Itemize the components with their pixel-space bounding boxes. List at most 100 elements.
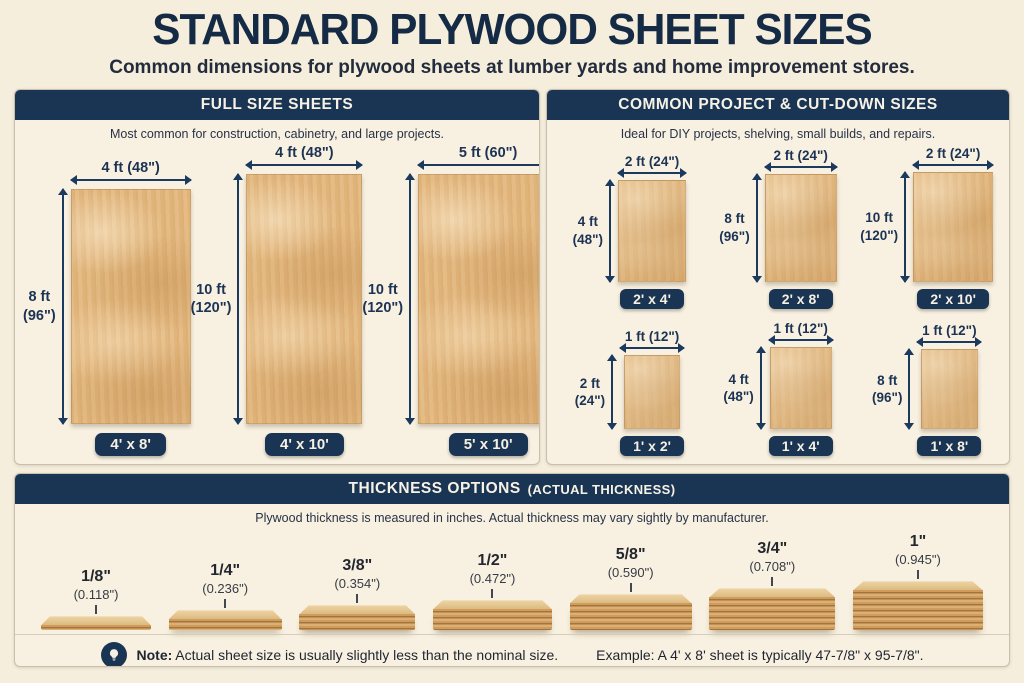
height-dimension: 4 ft (48") bbox=[723, 347, 768, 430]
height-label-ft: 8 ft bbox=[877, 372, 898, 388]
thickness-decimal: (0.472") bbox=[469, 571, 516, 587]
thickness-decimal: (0.236") bbox=[202, 581, 249, 597]
plywood-sheet-image bbox=[618, 179, 687, 282]
badge-row: 5' x 10' bbox=[448, 433, 528, 457]
height-label: 10 ft (120") bbox=[860, 209, 898, 244]
height-dimension: 8 ft (96") bbox=[872, 349, 917, 430]
full-size-panel-title: FULL SIZE SHEETS bbox=[15, 90, 539, 121]
project-sizes-panel: COMMON PROJECT & CUT-DOWN SIZES Ideal fo… bbox=[546, 89, 1010, 466]
height-label-in: (96") bbox=[23, 307, 56, 324]
example-text: Example: A 4' x 8' sheet is typically 47… bbox=[596, 647, 924, 664]
height-label-in: (96") bbox=[872, 390, 903, 406]
pointer-tick bbox=[224, 599, 227, 609]
width-label: 1 ft (12") bbox=[624, 329, 680, 345]
sheet-figure-1x8: 1 ft (12") 8 ft (96") 1' x 8' bbox=[872, 323, 982, 457]
pointer-tick bbox=[771, 577, 774, 587]
full-size-panel-description: Most common for construction, cabinetry,… bbox=[110, 127, 444, 142]
width-arrow-icon bbox=[246, 164, 363, 167]
thickness-decimal: (0.354") bbox=[334, 576, 381, 592]
height-arrow-icon bbox=[61, 189, 64, 425]
width-label: 5 ft (60") bbox=[458, 145, 518, 162]
size-badge: 2' x 10' bbox=[917, 288, 989, 309]
width-dimension: 4 ft (48") bbox=[246, 145, 363, 174]
width-arrow-icon bbox=[418, 164, 539, 167]
plywood-slab-image bbox=[432, 600, 552, 631]
height-arrow-icon bbox=[904, 171, 907, 282]
height-arrow-icon bbox=[409, 174, 412, 425]
thickness-decimal: (0.590") bbox=[607, 565, 654, 581]
thickness-decimal: (0.118") bbox=[73, 587, 119, 603]
width-dimension: 1 ft (12") bbox=[768, 321, 833, 347]
plywood-slab-image bbox=[299, 605, 416, 631]
height-label: 8 ft (96") bbox=[23, 288, 56, 326]
height-label-in: (96") bbox=[719, 228, 750, 244]
pointer-tick bbox=[629, 583, 632, 593]
height-label-ft: 2 ft bbox=[579, 375, 601, 391]
pointer-tick bbox=[916, 570, 919, 580]
page-title: STANDARD PLYWOOD SHEET SIZES bbox=[152, 5, 872, 54]
height-label: 2 ft (24") bbox=[575, 375, 605, 410]
height-dimension: 2 ft (24") bbox=[575, 355, 620, 430]
project-panel-description: Ideal for DIY projects, shelving, small … bbox=[620, 127, 936, 142]
height-label: 4 ft (48") bbox=[723, 371, 753, 406]
full-size-figures: 4 ft (48") 8 ft (96") 4' x 8' 4 ft (48") bbox=[15, 143, 539, 464]
width-arrow-icon bbox=[764, 165, 837, 168]
sheet-figure-4x8: 4 ft (48") 8 ft (96") 4' x 8' bbox=[23, 160, 191, 457]
width-label: 4 ft (48") bbox=[275, 145, 334, 162]
height-label-ft: 10 ft bbox=[367, 281, 398, 298]
badge-row: 2' x 10' bbox=[917, 288, 989, 309]
page-header: STANDARD PLYWOOD SHEET SIZES Common dime… bbox=[0, 0, 1024, 79]
plywood-sheet-image bbox=[624, 355, 681, 430]
height-dimension: 10 ft (120") bbox=[362, 174, 418, 425]
badge-row: 1' x 8' bbox=[917, 436, 982, 457]
thickness-fraction: 1/2" bbox=[477, 552, 508, 570]
size-badge: 1' x 2' bbox=[620, 436, 684, 457]
thickness-option-1-2: 1/2" (0.472") bbox=[432, 552, 552, 631]
height-dimension: 8 ft (96") bbox=[23, 189, 71, 425]
width-label: 2 ft (24") bbox=[773, 147, 828, 163]
plywood-slab-image bbox=[41, 616, 151, 631]
height-label: 10 ft (120") bbox=[362, 281, 403, 319]
thickness-option-3-8: 3/8" (0.354") bbox=[299, 557, 416, 631]
height-dimension: 10 ft (120") bbox=[191, 174, 247, 425]
width-dimension: 2 ft (24") bbox=[913, 145, 994, 172]
width-arrow-icon bbox=[913, 163, 994, 166]
size-badge: 4' x 10' bbox=[264, 433, 344, 457]
sheet-figure-5x10: 5 ft (60") 10 ft (120") 5' x 10' bbox=[362, 145, 539, 457]
height-label-in: (48") bbox=[723, 389, 754, 405]
width-dimension: 4 ft (48") bbox=[70, 160, 191, 189]
thickness-option-3-4: 3/4" (0.708") bbox=[709, 540, 836, 631]
height-label: 10 ft (120") bbox=[191, 281, 232, 319]
height-label-ft: 10 ft bbox=[865, 210, 894, 226]
thickness-fraction: 3/8" bbox=[342, 557, 373, 575]
thickness-fraction: 5/8" bbox=[615, 546, 646, 564]
thickness-options-row: 1/8" (0.118") 1/4" (0.236") 3/8" (0.354"… bbox=[15, 527, 1009, 634]
pointer-tick bbox=[356, 594, 359, 604]
height-label: 8 ft (96") bbox=[719, 210, 749, 245]
plywood-sheet-image bbox=[769, 347, 832, 430]
plywood-slab-image bbox=[852, 581, 983, 631]
sheet-figure-2x4: 2 ft (24") 4 ft (48") 2' x 4' bbox=[573, 154, 687, 309]
plywood-slab-image bbox=[168, 610, 282, 631]
plywood-slab-image bbox=[709, 588, 836, 631]
thickness-fraction: 1" bbox=[909, 533, 927, 551]
thickness-option-1-8: 1/8" (0.118") bbox=[41, 568, 151, 631]
width-dimension: 2 ft (24") bbox=[764, 147, 837, 174]
thickness-title-suffix: (ACTUAL THICKNESS) bbox=[527, 481, 676, 497]
sheet-figure-4x10: 4 ft (48") 10 ft (120") 4' x 10' bbox=[191, 145, 363, 457]
plywood-sheet-image bbox=[70, 189, 191, 425]
width-label: 2 ft (24") bbox=[925, 145, 981, 161]
size-badge: 5' x 10' bbox=[448, 433, 528, 457]
plywood-sheet-image bbox=[418, 174, 539, 425]
height-dimension: 4 ft (48") bbox=[573, 179, 618, 282]
width-label: 1 ft (12") bbox=[922, 323, 977, 339]
lightbulb-icon bbox=[100, 642, 127, 667]
project-figures-grid: 2 ft (24") 4 ft (48") 2' x 4' 2 ft (24") bbox=[547, 143, 1009, 464]
size-badge: 2' x 4' bbox=[620, 288, 684, 309]
height-dimension: 8 ft (96") bbox=[719, 173, 764, 282]
thickness-title-main: THICKNESS OPTIONS bbox=[348, 480, 521, 498]
height-arrow-icon bbox=[759, 347, 762, 430]
height-arrow-icon bbox=[755, 173, 758, 282]
thickness-option-1-4: 1/4" (0.236") bbox=[168, 562, 282, 631]
sheet-figure-2x8: 2 ft (24") 8 ft (96") 2' x 8' bbox=[719, 147, 837, 309]
